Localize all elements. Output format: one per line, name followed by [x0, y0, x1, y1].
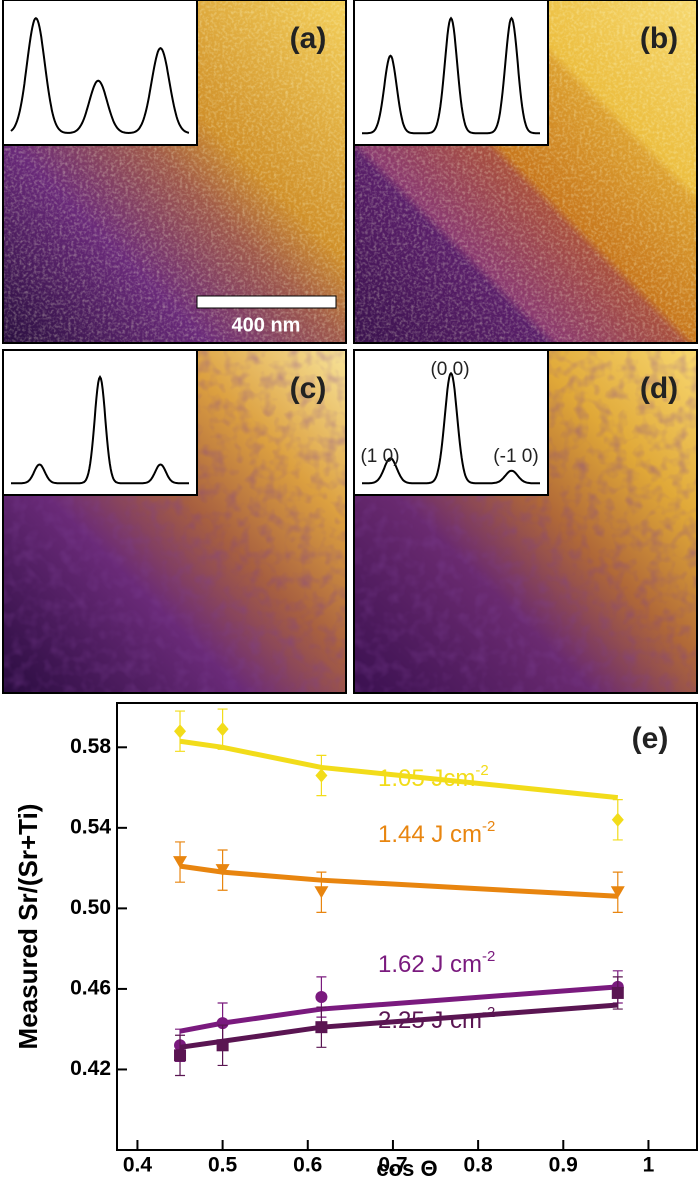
y-tick-label: 0.42 — [70, 1057, 111, 1080]
marker — [216, 722, 229, 737]
panel-label: (a) — [290, 22, 327, 55]
marker — [216, 1017, 229, 1030]
y-axis-label: Measured Sr/(Sr+Ti) — [13, 804, 43, 1050]
image-panels: (a) (b) (c) (d) 400 nm (1 0) (0 0) (-1 0) — [2, 0, 698, 694]
series-name: 1.05 Jcm — [378, 765, 475, 792]
x-tick-label: 0.4 — [123, 1154, 153, 1177]
series-name-sup: -2 — [475, 762, 488, 779]
series-name-sup: -2 — [482, 818, 495, 835]
line-profile — [11, 375, 189, 485]
series — [174, 708, 624, 841]
series-name: 2.25 J cm — [378, 1007, 482, 1034]
image-panel: (b) — [353, 0, 698, 344]
marker — [610, 886, 625, 899]
marker — [315, 1021, 328, 1034]
chart: 0.4 0.5 0.6 0.7 0.8 0.9 1 0.42 0.46 0.50 0.54 0.58 c… — [13, 702, 698, 1181]
y-tick-label: 0.50 — [70, 896, 111, 919]
fit-line — [179, 863, 618, 899]
line-profile — [362, 371, 540, 485]
series — [173, 841, 625, 914]
panel-label: (e) — [632, 722, 669, 755]
panel-label: (b) — [640, 22, 678, 55]
y-tick-label: 0.46 — [70, 976, 111, 999]
panel-label: (d) — [640, 372, 678, 405]
marker — [315, 990, 328, 1003]
image-panel: (d) — [353, 349, 698, 694]
scale-bar-label: 400 nm — [232, 314, 301, 336]
series-label: 1.05 Jcm-2 — [378, 762, 489, 792]
series-name: 1.44 J cm — [378, 821, 482, 848]
series-label: 1.62 J cm-2 — [378, 948, 495, 978]
scale-bar — [196, 295, 337, 309]
y-tick-label: 0.54 — [70, 815, 111, 838]
marker — [174, 724, 187, 739]
marker — [216, 1039, 229, 1052]
image-panel: (c) — [2, 349, 347, 694]
x-tick-label: 0.7 — [378, 1154, 407, 1177]
series-label: 1.44 J cm-2 — [378, 818, 495, 848]
x-tick-label: 1 — [643, 1154, 655, 1177]
series-label: 2.25 J cm-2 — [378, 1004, 495, 1034]
panel-border — [353, 0, 698, 344]
y-tick-label: 0.58 — [70, 735, 111, 758]
marker — [215, 864, 230, 877]
marker — [315, 768, 328, 783]
x-tick-label: 0.8 — [464, 1154, 494, 1177]
fit-line — [179, 984, 618, 1034]
marker — [173, 856, 188, 869]
marker — [314, 886, 329, 899]
series-name-sup: -2 — [482, 948, 495, 965]
series — [174, 976, 624, 1077]
series-name-sup: -2 — [482, 1004, 495, 1021]
x-tick-label: 0.6 — [293, 1154, 322, 1177]
line-profile — [10, 16, 190, 135]
panel-border — [2, 0, 347, 344]
inset — [2, 349, 198, 496]
inset — [2, 0, 198, 146]
panel-label: (c) — [290, 372, 327, 405]
image-panel: (a) — [2, 0, 347, 344]
peak-label: (1 0) — [360, 446, 399, 467]
line-profile — [362, 16, 540, 135]
x-axis-label: cos Θ — [376, 1156, 437, 1181]
marker — [611, 812, 624, 827]
x-tick-label: 0.5 — [208, 1154, 238, 1177]
marker — [174, 1049, 187, 1062]
x-tick-label: 0.9 — [549, 1154, 578, 1177]
peak-label: (-1 0) — [493, 446, 538, 467]
marker — [611, 986, 624, 999]
series-name: 1.62 J cm — [378, 951, 482, 978]
fit-line — [179, 1002, 618, 1050]
peak-label: (0 0) — [430, 359, 469, 380]
fit-line — [179, 738, 619, 801]
